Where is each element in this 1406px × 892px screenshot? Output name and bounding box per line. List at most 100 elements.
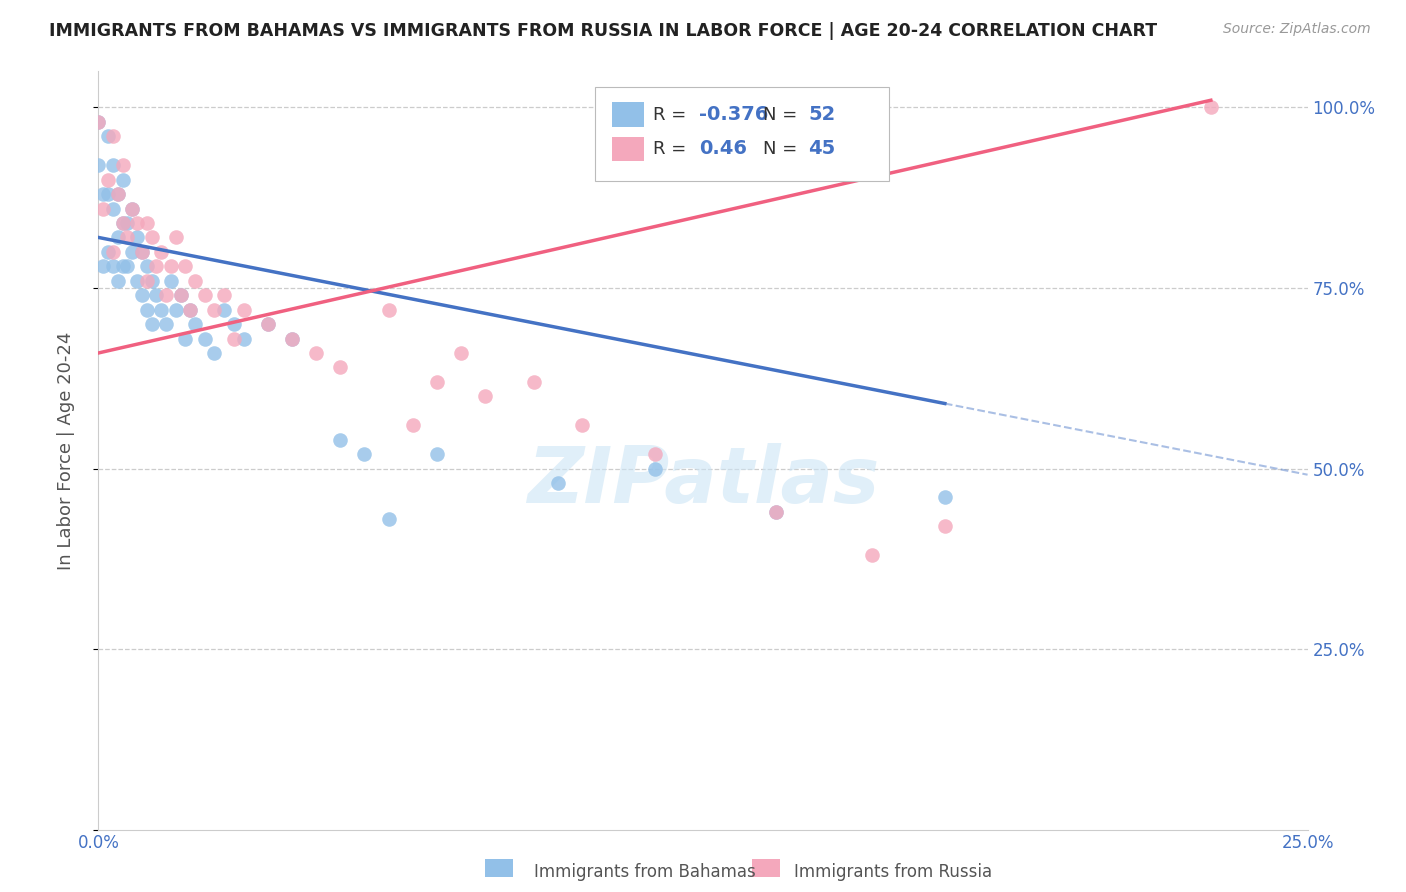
Point xyxy=(101,260,124,274)
Point xyxy=(135,216,157,230)
Point xyxy=(127,230,149,244)
Bar xyxy=(485,859,513,877)
Point xyxy=(194,288,217,302)
Point xyxy=(450,346,472,360)
Point xyxy=(141,317,163,331)
Point xyxy=(141,274,163,288)
Point xyxy=(281,332,304,346)
Point xyxy=(765,505,787,519)
Point xyxy=(117,230,139,244)
Point xyxy=(145,260,167,274)
Point xyxy=(174,332,197,346)
Point xyxy=(305,346,328,360)
Text: N =: N = xyxy=(763,105,803,124)
Point xyxy=(150,302,173,317)
Point xyxy=(91,260,114,274)
Point xyxy=(160,274,183,288)
Point xyxy=(101,202,124,216)
Point xyxy=(121,202,143,216)
Point xyxy=(135,274,157,288)
Point xyxy=(329,433,352,447)
Point xyxy=(934,519,956,533)
Point xyxy=(204,346,226,360)
Text: 45: 45 xyxy=(808,139,835,158)
Point xyxy=(131,288,153,302)
Text: 0.46: 0.46 xyxy=(699,139,748,158)
Point xyxy=(169,288,191,302)
Point xyxy=(212,288,235,302)
Point xyxy=(934,491,956,505)
Point xyxy=(232,302,254,317)
Point xyxy=(426,375,449,389)
Point xyxy=(184,274,207,288)
Point xyxy=(329,360,352,375)
Point xyxy=(97,172,120,186)
Point xyxy=(117,260,139,274)
Text: Immigrants from Russia: Immigrants from Russia xyxy=(794,863,993,881)
Point xyxy=(160,260,183,274)
Point xyxy=(281,332,304,346)
Point xyxy=(107,274,129,288)
Point xyxy=(121,244,143,259)
Point xyxy=(474,389,496,403)
Text: R =: R = xyxy=(654,105,692,124)
Point xyxy=(107,187,129,202)
FancyBboxPatch shape xyxy=(595,87,889,180)
Point xyxy=(1199,100,1222,114)
Point xyxy=(121,202,143,216)
Point xyxy=(135,302,157,317)
Point xyxy=(141,230,163,244)
Text: Source: ZipAtlas.com: Source: ZipAtlas.com xyxy=(1223,22,1371,37)
Point xyxy=(204,302,226,317)
Point xyxy=(87,115,110,129)
Point xyxy=(97,129,120,144)
Point xyxy=(222,317,245,331)
Point xyxy=(377,302,399,317)
Point xyxy=(523,375,546,389)
Point xyxy=(107,187,129,202)
Point xyxy=(111,172,134,186)
Point xyxy=(155,288,177,302)
Point xyxy=(256,317,278,331)
Text: -0.376: -0.376 xyxy=(699,105,769,124)
Point xyxy=(194,332,217,346)
Point xyxy=(127,216,149,230)
Point xyxy=(145,288,167,302)
Y-axis label: In Labor Force | Age 20-24: In Labor Force | Age 20-24 xyxy=(56,331,75,570)
Point xyxy=(165,302,187,317)
Point xyxy=(165,230,187,244)
Point xyxy=(91,202,114,216)
Point xyxy=(87,158,110,172)
Point xyxy=(426,447,449,461)
Point xyxy=(117,216,139,230)
Point xyxy=(860,548,883,562)
Point xyxy=(101,158,124,172)
Text: 52: 52 xyxy=(808,105,835,124)
Point xyxy=(222,332,245,346)
Point xyxy=(91,187,114,202)
Point xyxy=(111,260,134,274)
Text: R =: R = xyxy=(654,140,692,158)
Point xyxy=(179,302,201,317)
Point xyxy=(256,317,278,331)
Point xyxy=(111,158,134,172)
Bar xyxy=(613,103,644,127)
Text: ZIPatlas: ZIPatlas xyxy=(527,442,879,519)
Point xyxy=(547,475,569,490)
Point xyxy=(97,187,120,202)
Point xyxy=(184,317,207,331)
Point xyxy=(150,244,173,259)
Point xyxy=(111,216,134,230)
Text: IMMIGRANTS FROM BAHAMAS VS IMMIGRANTS FROM RUSSIA IN LABOR FORCE | AGE 20-24 COR: IMMIGRANTS FROM BAHAMAS VS IMMIGRANTS FR… xyxy=(49,22,1157,40)
Point xyxy=(111,216,134,230)
Point xyxy=(135,260,157,274)
Point xyxy=(101,244,124,259)
Text: Immigrants from Bahamas: Immigrants from Bahamas xyxy=(534,863,756,881)
Point xyxy=(97,244,120,259)
Point xyxy=(155,317,177,331)
Point xyxy=(101,129,124,144)
Point xyxy=(179,302,201,317)
Point xyxy=(131,244,153,259)
Bar xyxy=(613,136,644,161)
Point xyxy=(377,512,399,526)
